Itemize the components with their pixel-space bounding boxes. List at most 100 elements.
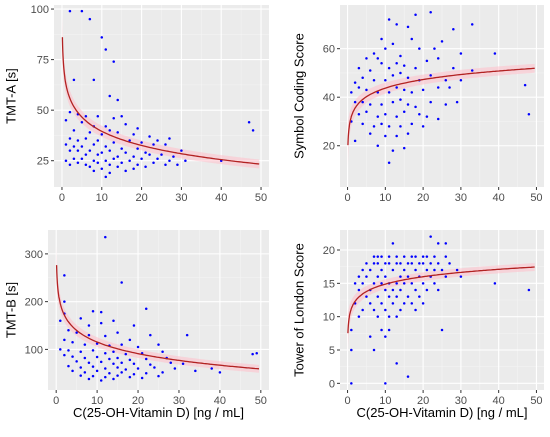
data-point — [124, 169, 127, 173]
data-point — [128, 358, 132, 362]
data-point — [68, 137, 72, 140]
data-point — [99, 379, 103, 382]
data-point — [247, 121, 251, 124]
data-point — [92, 143, 96, 146]
data-point — [384, 112, 387, 116]
x-tick-label: 10 — [91, 395, 103, 407]
data-point — [96, 139, 100, 142]
data-point — [140, 157, 143, 160]
data-point — [128, 159, 131, 162]
data-point — [384, 382, 387, 385]
data-point — [132, 167, 135, 171]
data-point — [436, 117, 440, 121]
data-point — [406, 103, 410, 106]
data-point — [384, 78, 387, 82]
data-point — [436, 262, 440, 265]
data-point — [365, 110, 368, 114]
x-tick-label: 50 — [255, 395, 267, 407]
data-point — [436, 288, 440, 292]
data-point — [124, 368, 128, 371]
data-point — [136, 367, 140, 370]
data-point — [444, 275, 448, 278]
data-point — [140, 376, 144, 380]
data-point — [99, 310, 103, 314]
x-tick-label: 40 — [215, 192, 227, 204]
data-point — [116, 155, 119, 158]
data-point — [384, 308, 387, 312]
data-point — [116, 98, 119, 102]
data-point — [68, 110, 72, 114]
data-point — [357, 275, 361, 278]
data-point — [128, 338, 132, 342]
data-point — [493, 282, 497, 285]
data-point — [120, 114, 123, 118]
data-point — [88, 149, 92, 152]
data-point — [361, 100, 364, 104]
x-tick-label: 40 — [214, 395, 226, 407]
data-point — [444, 103, 448, 106]
data-point — [387, 91, 391, 94]
x-tick-label: 20 — [417, 192, 429, 204]
data-point — [523, 83, 527, 87]
data-point — [440, 328, 444, 332]
data-point — [251, 352, 254, 356]
data-point — [448, 86, 451, 89]
data-point — [79, 374, 82, 377]
data-point — [112, 362, 115, 365]
data-point — [84, 163, 88, 167]
y-tick-label: 20 — [323, 245, 335, 257]
data-point — [84, 153, 88, 156]
data-point — [436, 57, 440, 60]
data-point — [148, 153, 151, 156]
data-point — [406, 375, 410, 378]
data-point — [380, 255, 383, 258]
data-point — [391, 74, 395, 77]
data-point — [112, 350, 115, 354]
data-point — [136, 127, 139, 130]
data-point — [429, 74, 432, 77]
data-point — [112, 141, 115, 144]
data-point — [459, 275, 463, 278]
y-tick-label: 20 — [323, 141, 335, 153]
data-point — [194, 369, 197, 373]
data-point — [92, 78, 96, 82]
data-point — [91, 349, 95, 352]
data-point — [357, 66, 361, 70]
data-point — [120, 147, 123, 150]
data-point — [376, 115, 380, 118]
data-point — [112, 116, 115, 120]
data-point — [402, 64, 406, 67]
data-point — [429, 11, 432, 14]
data-point — [168, 137, 171, 140]
data-point — [152, 161, 155, 164]
data-point — [425, 268, 429, 272]
x-tick-label: 30 — [455, 192, 467, 204]
y-tick-label: 50 — [37, 105, 49, 117]
data-point — [429, 235, 432, 238]
data-point — [361, 76, 364, 80]
data-point — [157, 374, 160, 378]
data-point — [149, 363, 152, 366]
x-tick-label: 10 — [379, 192, 391, 204]
data-point — [368, 103, 372, 106]
data-point — [108, 357, 111, 361]
data-point — [410, 91, 414, 94]
data-point — [95, 369, 99, 373]
data-point — [527, 112, 531, 116]
data-point — [218, 371, 222, 374]
data-point — [173, 367, 177, 370]
data-point — [387, 125, 391, 128]
data-point — [353, 139, 357, 143]
data-point — [64, 119, 68, 122]
data-point — [75, 360, 78, 363]
data-point — [410, 255, 414, 258]
data-point — [421, 262, 425, 265]
x-tick-label: 30 — [173, 395, 185, 407]
data-point — [64, 159, 68, 162]
data-point — [350, 91, 353, 94]
data-point — [406, 76, 410, 80]
data-point — [104, 235, 107, 239]
data-point — [459, 78, 463, 82]
data-point — [391, 242, 395, 245]
data-point — [418, 295, 421, 298]
